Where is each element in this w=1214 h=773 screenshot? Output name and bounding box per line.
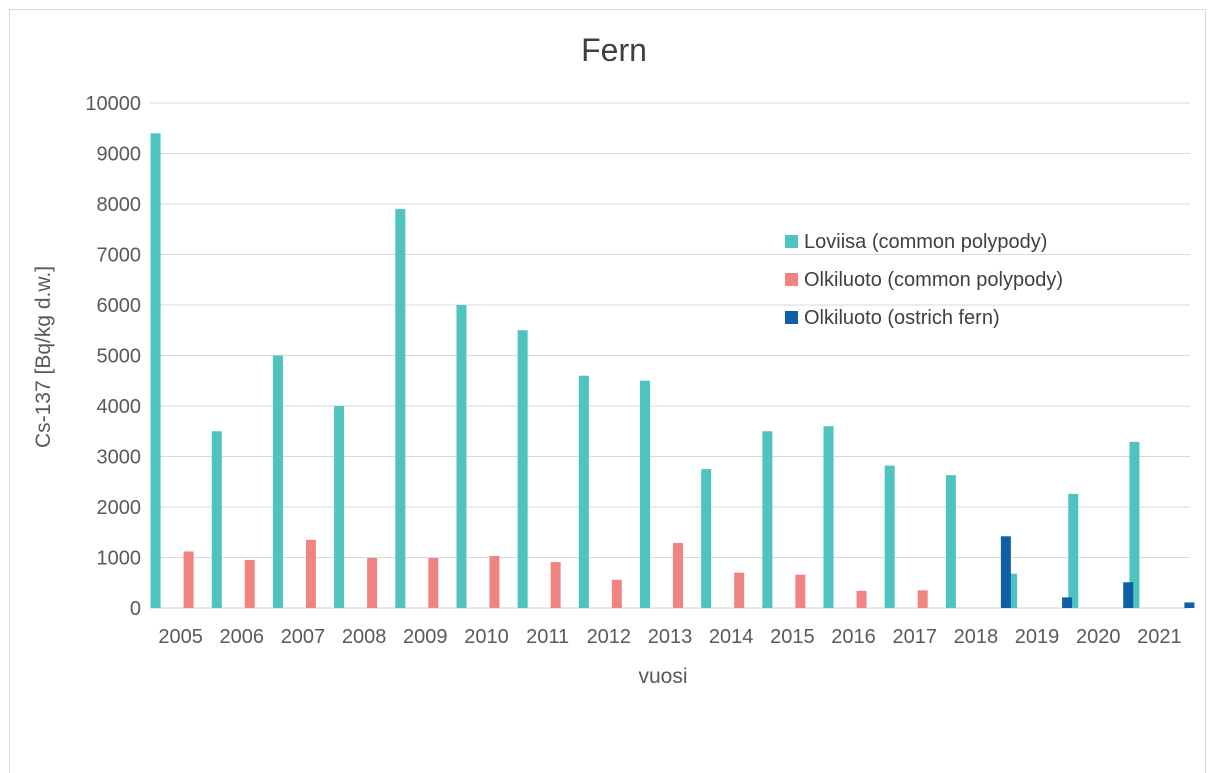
legend-label-2: Olkiluoto (common polypody) (804, 269, 1063, 291)
bar-series-1-2020 (1068, 493, 1079, 608)
legend-label-1: Loviisa (common polypody) (804, 231, 1047, 253)
bar-series-1-2019 (1007, 573, 1018, 608)
y-tick-label-4000: 4000 (97, 396, 142, 418)
x-tick-label-2006: 2006 (220, 626, 265, 648)
x-tick-label-2011: 2011 (526, 626, 569, 648)
bar-series-3-2019 (1062, 597, 1073, 608)
x-tick-label-2015: 2015 (770, 626, 815, 648)
bar-series-2-2014 (734, 572, 745, 608)
legend-swatch-3 (785, 311, 798, 324)
bar-series-1-2015 (762, 431, 773, 608)
bar-series-1-2008 (334, 406, 345, 608)
bar-series-3-2021 (1184, 602, 1195, 608)
legend-swatch-2 (785, 273, 798, 286)
bar-series-1-2017 (884, 465, 895, 608)
y-tick-label-7000: 7000 (97, 245, 142, 267)
y-tick-label-0: 0 (130, 598, 141, 620)
x-tick-label-2019: 2019 (1015, 626, 1060, 648)
bar-series-2-2008 (367, 558, 378, 608)
bar-series-2-2007 (305, 539, 316, 608)
y-tick-label-8000: 8000 (97, 194, 142, 216)
chart-frame (9, 9, 1206, 773)
bar-series-3-2018 (1000, 536, 1011, 608)
bar-series-2-2006 (244, 560, 255, 608)
bar-series-1-2006 (211, 431, 222, 608)
bar-series-2-2017 (917, 590, 928, 608)
y-tick-label-3000: 3000 (97, 447, 142, 469)
x-tick-label-2014: 2014 (709, 626, 754, 648)
x-axis-ticks: 2005 2006 2007 2008 2009 2010 2011 2012 2013 2014… (158, 626, 1181, 648)
bar-series-1-2011 (517, 330, 528, 608)
y-axis-title: Cs-137 [Bq/kg d.w.] (32, 266, 55, 448)
bar-series-2-2010 (489, 555, 500, 608)
bar-series-1-2013 (640, 380, 650, 608)
bar-series-2-2012 (611, 579, 622, 608)
y-tick-label-1000: 1000 (97, 548, 142, 570)
y-tick-label-10000: 10000 (85, 93, 141, 115)
bar-series-2-2011 (550, 562, 561, 608)
bar-series-1-2012 (578, 375, 589, 608)
bars (150, 133, 1195, 609)
x-tick-label-2009: 2009 (403, 626, 448, 648)
bar-series-1-2018 (945, 475, 956, 608)
legend: Loviisa (common polypody) Olkiluoto (comm… (785, 231, 1063, 329)
y-tick-label-2000: 2000 (97, 497, 142, 519)
y-tick-label-6000: 6000 (97, 295, 142, 317)
bar-series-2-2013 (673, 542, 683, 608)
bar-series-2-2015 (795, 574, 806, 608)
legend-label-3: Olkiluoto (ostrich fern) (804, 307, 1000, 329)
y-axis-ticks: 0 1000 2000 3000 4000 5000 6000 7000 8000 9000 100… (85, 93, 141, 620)
bar-series-1-2010 (456, 305, 467, 608)
x-tick-label-2005: 2005 (158, 626, 203, 648)
bar-series-2-2005 (183, 551, 194, 608)
x-tick-label-2018: 2018 (954, 626, 999, 648)
x-tick-label-2010: 2010 (464, 626, 509, 648)
x-tick-label-2007: 2007 (281, 626, 326, 648)
bar-series-1-2005 (150, 133, 161, 609)
x-tick-label-2012: 2012 (587, 626, 632, 648)
y-tick-label-5000: 5000 (97, 346, 142, 368)
bar-series-2-2016 (856, 590, 867, 608)
x-axis-title: vuosi (638, 665, 687, 688)
bar-series-3-2020 (1123, 582, 1134, 608)
x-tick-label-2013: 2013 (648, 626, 693, 648)
x-tick-label-2017: 2017 (892, 626, 937, 648)
bar-series-2-2009 (428, 558, 439, 608)
chart-title: Fern (581, 32, 647, 68)
x-tick-label-2008: 2008 (342, 626, 387, 648)
x-tick-label-2020: 2020 (1076, 626, 1121, 648)
x-tick-label-2016: 2016 (831, 626, 876, 648)
x-tick-label-2021: 2021 (1137, 626, 1182, 648)
bar-series-1-2014 (701, 469, 712, 608)
gridlines (150, 102, 1190, 609)
y-tick-label-9000: 9000 (97, 144, 142, 166)
bar-series-1-2007 (272, 355, 283, 608)
bar-series-1-2021 (1129, 441, 1140, 608)
bar-series-1-2009 (395, 209, 406, 609)
legend-swatch-1 (785, 235, 798, 248)
bar-series-1-2016 (823, 426, 834, 608)
